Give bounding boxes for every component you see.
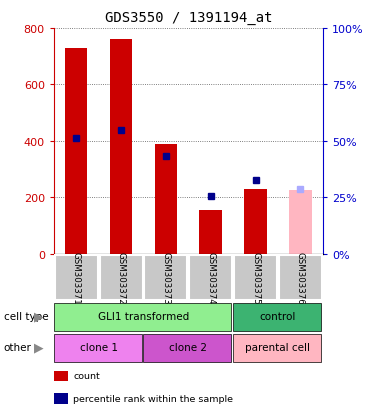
Bar <box>234 255 277 301</box>
Text: parental cell: parental cell <box>246 342 311 352</box>
Title: GDS3550 / 1391194_at: GDS3550 / 1391194_at <box>105 11 272 25</box>
Text: GSM303373: GSM303373 <box>161 252 170 304</box>
Bar <box>144 334 232 362</box>
Bar <box>99 255 142 301</box>
Text: cell type: cell type <box>4 311 48 321</box>
Text: GSM303372: GSM303372 <box>116 252 125 304</box>
Bar <box>233 334 321 362</box>
Bar <box>155 144 177 254</box>
Bar <box>244 189 267 254</box>
Bar <box>110 40 132 254</box>
Bar <box>65 49 88 254</box>
Text: GSM303371: GSM303371 <box>72 252 81 304</box>
Text: GLI1 transformed: GLI1 transformed <box>98 311 189 321</box>
Text: GSM303376: GSM303376 <box>296 252 305 304</box>
Text: control: control <box>260 311 296 321</box>
Bar <box>54 303 231 331</box>
Bar <box>54 334 142 362</box>
Text: other: other <box>4 342 32 352</box>
Text: GSM303374: GSM303374 <box>206 252 215 304</box>
Bar <box>279 255 322 301</box>
Bar <box>200 210 222 254</box>
Bar <box>233 303 321 331</box>
Text: ▶: ▶ <box>34 341 44 354</box>
Text: percentile rank within the sample: percentile rank within the sample <box>73 394 233 403</box>
Text: clone 2: clone 2 <box>169 342 207 352</box>
Text: ▶: ▶ <box>34 310 44 323</box>
Bar <box>55 255 98 301</box>
Bar <box>144 255 187 301</box>
Text: count: count <box>73 371 100 380</box>
Bar <box>289 191 312 254</box>
Text: GSM303375: GSM303375 <box>251 252 260 304</box>
Text: clone 1: clone 1 <box>80 342 118 352</box>
Bar <box>189 255 232 301</box>
